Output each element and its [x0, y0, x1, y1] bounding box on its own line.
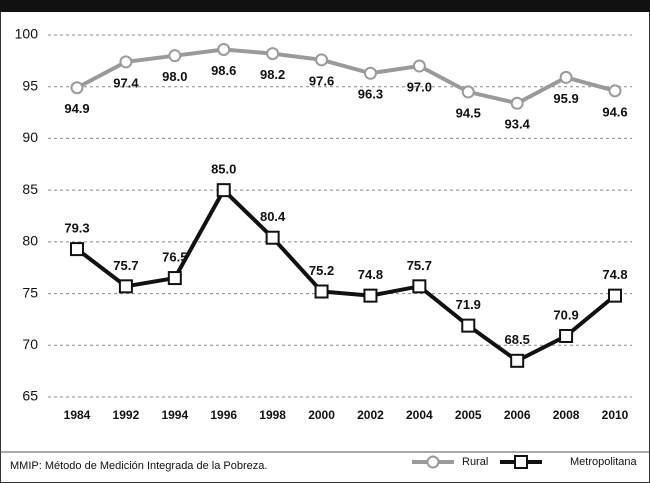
marker [363, 66, 377, 80]
x-tick-label: 1992 [113, 408, 140, 422]
marker [70, 81, 84, 95]
value-label: 97.6 [309, 73, 334, 88]
marker [510, 96, 524, 110]
y-tick-label: 100 [15, 26, 39, 42]
value-label: 74.8 [358, 267, 383, 282]
marker [363, 288, 378, 303]
x-tick-label: 2004 [406, 408, 433, 422]
value-label: 75.7 [113, 258, 138, 273]
value-label: 75.2 [309, 263, 334, 278]
marker [266, 47, 280, 61]
marker [461, 318, 476, 333]
marker [315, 53, 329, 67]
marker [118, 279, 133, 294]
value-label: 96.3 [358, 87, 383, 102]
note: MMIP: Método de Medición Integrada de la… [10, 460, 267, 472]
value-label: 76.5 [162, 249, 187, 264]
marker [461, 85, 475, 99]
marker [265, 230, 280, 245]
marker [119, 55, 133, 69]
marker [314, 284, 329, 299]
y-tick-label: 70 [22, 336, 38, 352]
y-tick-label: 85 [22, 181, 38, 197]
x-tick-label: 1996 [210, 408, 237, 422]
x-tick-label: 2002 [357, 408, 384, 422]
y-tick-label: 80 [22, 233, 38, 249]
marker [217, 42, 231, 56]
marker [412, 279, 427, 294]
series-line [75, 186, 617, 364]
marker [168, 49, 182, 63]
value-label: 79.3 [64, 221, 89, 236]
value-label: 97.0 [407, 79, 432, 94]
y-tick-label: 90 [22, 129, 38, 145]
marker [167, 271, 182, 286]
value-label: 98.6 [211, 63, 236, 78]
value-label: 74.8 [602, 267, 627, 282]
value-label: 97.4 [113, 75, 139, 90]
y-tick-label: 95 [22, 77, 38, 93]
value-label: 75.7 [407, 258, 432, 273]
y-tick-label: 75 [22, 284, 38, 300]
value-label: 95.9 [553, 91, 578, 106]
x-tick-label: 1984 [64, 408, 91, 422]
legend-marker [426, 455, 440, 469]
x-tick-label: 2008 [553, 408, 580, 422]
value-label: 94.9 [64, 101, 89, 116]
value-label: 70.9 [553, 307, 578, 322]
marker [608, 84, 622, 98]
x-tick-label: 2000 [308, 408, 335, 422]
value-label: 85.0 [211, 162, 236, 177]
marker [510, 353, 525, 368]
x-tick-label: 2005 [455, 408, 482, 422]
header-bar [0, 0, 650, 12]
value-label: 94.6 [602, 104, 627, 119]
series-line [76, 47, 616, 106]
y-tick-label: 65 [22, 388, 38, 404]
marker [70, 242, 84, 257]
value-label: 80.4 [260, 209, 286, 224]
legend-label: Metropolitana [570, 456, 638, 468]
marker [216, 183, 231, 198]
value-label: 93.4 [505, 117, 531, 132]
marker [559, 328, 574, 343]
marker [608, 288, 622, 303]
marker [559, 70, 573, 84]
value-label: 98.2 [260, 67, 285, 82]
x-tick-label: 1998 [259, 408, 286, 422]
value-label: 68.5 [505, 332, 530, 347]
value-label: 94.5 [456, 105, 481, 120]
x-tick-label: 2010 [602, 408, 629, 422]
value-label: 98.0 [162, 69, 187, 84]
x-tick-label: 1994 [161, 408, 188, 422]
value-label: 71.9 [456, 297, 481, 312]
legend-label: Rural [462, 456, 488, 468]
x-tick-label: 2006 [504, 408, 531, 422]
marker [412, 59, 426, 73]
legend-marker [514, 455, 528, 469]
